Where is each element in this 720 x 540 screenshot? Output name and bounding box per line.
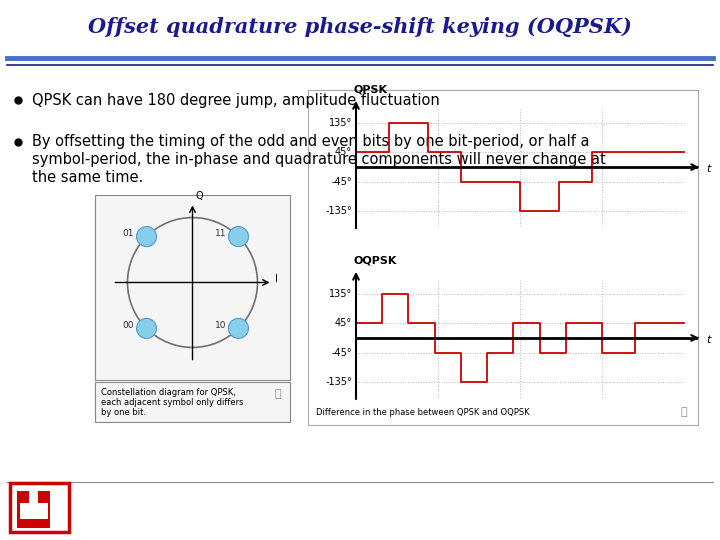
Bar [38,491,50,518]
Bar [20,503,27,519]
Bar [17,516,50,528]
Circle shape [137,227,156,247]
Bar [95,195,290,380]
Bar [20,503,48,519]
Text: Difference in the phase between QPSK and OQPSK: Difference in the phase between QPSK and… [316,408,530,417]
Text: 10: 10 [215,321,226,330]
Bar [308,90,698,425]
Text: ⎗: ⎗ [680,407,688,417]
Text: -45°: -45° [331,348,352,357]
Circle shape [228,319,248,339]
Text: -135°: -135° [325,206,352,217]
Text: -45°: -45° [331,177,352,187]
Text: 45°: 45° [335,318,352,328]
Text: 00: 00 [123,321,135,330]
Text: QPSK can have 180 degree jump, amplitude fluctuation: QPSK can have 180 degree jump, amplitude… [32,93,440,107]
Text: symbol-period, the in-phase and quadrature components will never change at: symbol-period, the in-phase and quadratu… [32,152,606,167]
Text: QPSK: QPSK [354,84,388,94]
Text: t: t [706,335,711,345]
Text: each adjacent symbol only differs: each adjacent symbol only differs [101,398,243,407]
Text: Q: Q [196,191,203,200]
Bar [95,382,290,422]
Text: I: I [276,274,279,285]
Bar [40,503,47,519]
Text: By offsetting the timing of the odd and even bits by one bit-period, or half a: By offsetting the timing of the odd and … [32,134,590,149]
Circle shape [137,319,156,339]
Text: OQPSK: OQPSK [354,255,397,265]
Text: Constellation diagram for QPSK,: Constellation diagram for QPSK, [101,388,236,397]
Text: 135°: 135° [329,289,352,299]
Text: 135°: 135° [329,118,352,128]
Text: ⎗: ⎗ [275,389,282,399]
Text: 45°: 45° [335,147,352,157]
Text: t: t [706,164,711,174]
Text: by one bit.: by one bit. [101,408,146,417]
Text: -135°: -135° [325,377,352,387]
Circle shape [228,227,248,247]
Text: Offset quadrature phase-shift keying (OQPSK): Offset quadrature phase-shift keying (OQ… [88,17,632,37]
Text: 01: 01 [123,229,135,238]
Text: 11: 11 [215,229,226,238]
Text: the same time.: the same time. [32,170,143,185]
Bar [17,491,29,518]
